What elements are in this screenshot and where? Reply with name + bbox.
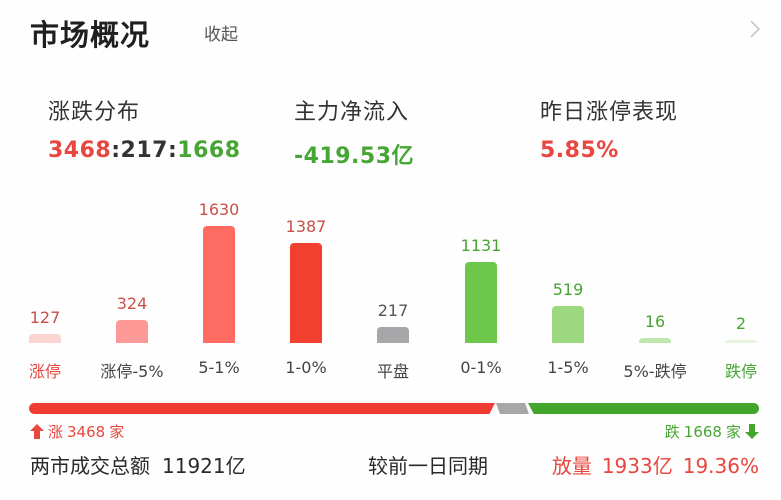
- up-summary: 涨 3468 家: [30, 421, 124, 442]
- bar-column[interactable]: 324 涨停-5%: [97, 190, 167, 390]
- stat-distribution[interactable]: 涨跌分布 3468:217:1668: [48, 94, 241, 163]
- stat-label: 涨跌分布: [48, 100, 141, 125]
- bar-column[interactable]: 217 平盘: [358, 190, 428, 390]
- bar-column[interactable]: 2 跌停: [706, 190, 776, 390]
- chevron-right-icon[interactable]: [748, 18, 762, 40]
- bar-category-label: 0-1%: [460, 358, 502, 377]
- bar-category-label: 平盘: [376, 362, 409, 381]
- up-count-value: 3468: [67, 422, 106, 441]
- down-count-value: 1668: [683, 422, 722, 441]
- bar-value: 1630: [198, 200, 240, 219]
- down-label: 跌: [664, 423, 680, 441]
- bar: [552, 306, 584, 343]
- bar: [377, 327, 409, 343]
- bar-column[interactable]: 1387 1-0%: [271, 190, 341, 390]
- bar-column[interactable]: 16 5%-跌停: [620, 190, 690, 390]
- bar: [203, 226, 235, 343]
- bar-value: 217: [377, 301, 409, 320]
- bar-category-label: 1-5%: [547, 358, 589, 377]
- bar-value: 519: [552, 280, 584, 299]
- bar-column[interactable]: 1131 0-1%: [446, 190, 516, 390]
- arrow-up-icon: [30, 424, 44, 439]
- down-summary: 跌 1668 家: [665, 421, 759, 442]
- bar: [639, 338, 671, 343]
- down-segment: [528, 403, 759, 414]
- collapse-button[interactable]: 收起: [204, 25, 238, 45]
- turnover-label: 两市成交总额: [30, 454, 150, 478]
- up-segment: [29, 403, 495, 414]
- volume-change-value: 1933亿: [601, 454, 673, 478]
- volume-change-label: 放量: [551, 454, 592, 478]
- bar-value: 16: [644, 312, 666, 331]
- volume-change-pct: 19.36%: [682, 454, 759, 478]
- bar-category-label: 涨停: [28, 362, 61, 381]
- bar: [29, 334, 61, 343]
- down-count: 1668: [177, 138, 241, 163]
- stat-value: 3468:217:1668: [48, 138, 241, 163]
- bar-category-label: 5%-跌停: [623, 362, 687, 381]
- bar-category-label: 跌停: [724, 362, 757, 381]
- panel-title: 市场概况: [30, 18, 151, 52]
- bar-column[interactable]: 1630 5-1%: [184, 190, 254, 390]
- stat-main-inflow[interactable]: 主力净流入 -419.53亿: [294, 94, 414, 170]
- turnover-total: 两市成交总额 11921亿: [30, 450, 246, 479]
- bar-value: 1131: [460, 236, 502, 255]
- flat-count: 217: [120, 138, 168, 163]
- separator: :: [111, 138, 121, 163]
- stat-label: 昨日涨停表现: [540, 100, 679, 125]
- flat-segment: [496, 403, 529, 414]
- separator: :: [167, 138, 178, 163]
- bar-value: 2: [735, 314, 747, 333]
- bar-value: 324: [116, 294, 148, 313]
- volume-change: 放量 1933亿 19.36%: [552, 450, 759, 479]
- bar-column[interactable]: 519 1-5%: [533, 190, 603, 390]
- bar: [465, 262, 497, 343]
- stat-value: -419.53亿: [294, 144, 415, 169]
- arrow-down-icon: [745, 424, 759, 439]
- up-count: 3468: [48, 138, 112, 163]
- bar-column[interactable]: 127 涨停: [10, 190, 80, 390]
- turnover-value: 11921亿: [162, 454, 246, 478]
- up-down-progress-bar: [29, 403, 759, 414]
- bar-category-label: 涨停-5%: [100, 362, 164, 381]
- bar-category-label: 5-1%: [198, 358, 240, 377]
- up-unit: 家: [109, 423, 125, 441]
- stat-yesterday-limit-up[interactable]: 昨日涨停表现 5.85%: [540, 94, 678, 163]
- stat-value: 5.85%: [540, 138, 619, 163]
- bar-category-label: 1-0%: [285, 358, 327, 377]
- compare-label: 较前一日同期: [368, 454, 488, 478]
- bar: [116, 320, 148, 343]
- distribution-bar-chart: 127 涨停 324 涨停-5% 1630 5-1% 1387 1-0% 217 平盘 1131 0-…: [0, 190, 781, 390]
- bar-value: 127: [29, 308, 61, 327]
- stat-label: 主力净流入: [294, 100, 410, 125]
- up-label: 涨: [48, 423, 64, 441]
- bar: [725, 340, 757, 343]
- bar: [290, 243, 322, 343]
- bar-value: 1387: [285, 217, 327, 236]
- down-unit: 家: [725, 423, 741, 441]
